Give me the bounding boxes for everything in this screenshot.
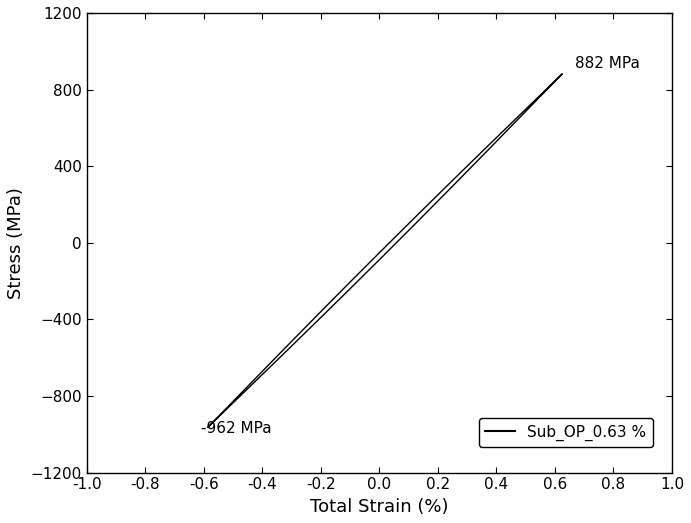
Text: -962 MPa: -962 MPa xyxy=(201,421,272,436)
X-axis label: Total Strain (%): Total Strain (%) xyxy=(310,498,448,516)
Y-axis label: Stress (MPa): Stress (MPa) xyxy=(7,187,25,299)
Text: 882 MPa: 882 MPa xyxy=(576,56,641,71)
Legend: Sub_OP_0.63 %: Sub_OP_0.63 % xyxy=(479,418,652,447)
